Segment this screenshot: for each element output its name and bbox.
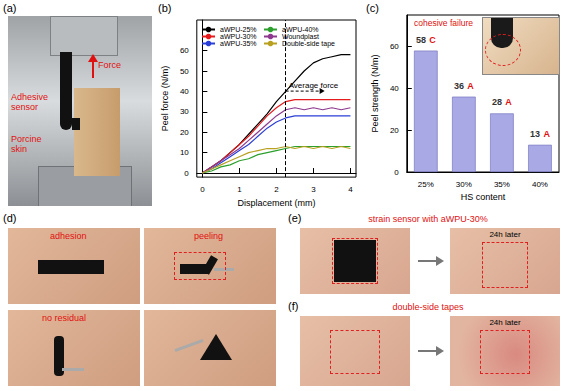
svg-text:Peel strength (N/m): Peel strength (N/m) [370,54,380,132]
html-text:double-side tapes: double-side tapes [392,302,464,312]
html-text:Adhesive sensor: Adhesive sensor [11,92,48,112]
svg-text:58: 58 [416,35,426,45]
svg-text:4: 4 [348,185,353,194]
html-text:(c): (c) [366,2,379,14]
svg-text:20: 20 [180,128,189,137]
svg-text:aWPU-30%: aWPU-30% [220,33,257,40]
svg-text:20: 20 [390,126,399,135]
svg-text:10: 10 [180,148,189,157]
svg-text:C: C [429,35,436,45]
svg-text:30%: 30% [456,180,472,189]
svg-text:aWPU-35%: aWPU-35% [220,40,257,47]
html-text:no residual: no residual [42,313,86,323]
html-text:strain sensor with aWPU-30%: strain sensor with aWPU-30% [368,214,488,224]
svg-text:0: 0 [394,168,399,177]
svg-text:Woundplast: Woundplast [282,33,319,40]
svg-text:Double-side tape: Double-side tape [282,40,335,48]
html-text:adhesion: adhesion [50,231,87,241]
svg-text:3: 3 [311,185,316,194]
svg-text:28: 28 [492,97,502,107]
svg-text:A: A [543,129,550,139]
html-text:(f): (f) [288,300,299,312]
html-text:(e): (e) [288,212,302,224]
svg-text:2: 2 [274,185,279,194]
svg-text:0: 0 [184,169,189,178]
svg-text:40: 40 [390,84,399,93]
svg-text:Displacement (mm): Displacement (mm) [237,198,315,208]
svg-text:Average force: Average force [289,81,339,90]
svg-text:60: 60 [180,46,189,55]
svg-text:35%: 35% [494,180,510,189]
svg-text:Peel force (N/m): Peel force (N/m) [160,66,170,132]
svg-text:40%: 40% [532,180,548,189]
html-text:24h later: 24h later [489,230,521,239]
html-text:(d): (d) [3,212,17,224]
svg-text:A: A [505,97,512,107]
svg-text:30: 30 [180,107,189,116]
svg-text:1: 1 [237,185,242,194]
svg-text:HS content: HS content [461,192,506,202]
html-text:24h later: 24h later [489,318,521,327]
html-text:(b): (b) [158,2,172,14]
html-text:(a): (a) [3,2,17,14]
svg-text:40: 40 [180,87,189,96]
svg-text:60: 60 [390,42,399,51]
svg-text:50: 50 [180,67,189,76]
html-text:peeling: peeling [194,231,223,241]
svg-text:aWPU-25%: aWPU-25% [220,26,257,33]
svg-text:aWPU-40%: aWPU-40% [282,26,319,33]
svg-text:0: 0 [200,185,205,194]
svg-text:36: 36 [454,81,464,91]
html-text:cohesive failure: cohesive failure [414,18,474,28]
html-text:Porcine skin: Porcine skin [11,134,42,154]
svg-text:A: A [467,81,474,91]
svg-text:25%: 25% [418,180,434,189]
svg-text:13: 13 [530,129,540,139]
html-text:Force: Force [98,60,121,70]
